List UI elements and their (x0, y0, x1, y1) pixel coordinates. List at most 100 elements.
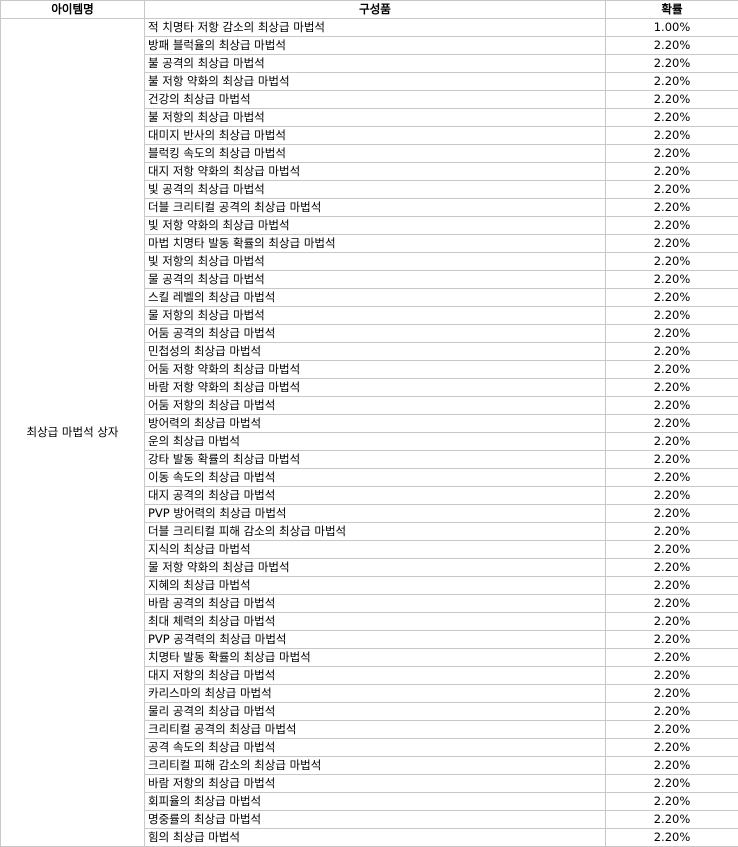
item-cell: 빛 저항의 최상급 마법석 (144, 252, 606, 271)
table-row: 더블 크리티컬 피해 감소의 최상급 마법석 2.20% (1, 522, 738, 541)
item-cell: 크리티컬 피해 감소의 최상급 마법석 (144, 756, 606, 775)
table-row: 지식의 최상급 마법석 2.20% (1, 540, 738, 559)
table-row: 이동 속도의 최상급 마법석 2.20% (1, 468, 738, 487)
table-row: 민첩성의 최상급 마법석 2.20% (1, 342, 738, 361)
probability-cell: 2.20% (605, 108, 738, 127)
table-row: PVP 공격력의 최상급 마법석 2.20% (1, 630, 738, 649)
probability-cell: 2.20% (605, 126, 738, 145)
item-cell: 방패 블럭율의 최상급 마법석 (144, 36, 606, 55)
table-row: 크리티컬 피해 감소의 최상급 마법석 2.20% (1, 756, 738, 775)
item-cell: 지혜의 최상급 마법석 (144, 576, 606, 595)
item-cell: 카리스마의 최상급 마법석 (144, 684, 606, 703)
probability-cell: 2.20% (605, 288, 738, 307)
item-cell: 불 공격의 최상급 마법석 (144, 54, 606, 73)
probability-cell: 2.20% (605, 414, 738, 433)
probability-cell: 2.20% (605, 468, 738, 487)
item-cell: 크리티컬 공격의 최상급 마법석 (144, 720, 606, 739)
item-cell: PVP 공격력의 최상급 마법석 (144, 630, 606, 649)
probability-cell: 2.20% (605, 180, 738, 199)
item-cell: 적 치명타 저항 감소의 최상급 마법석 (144, 18, 606, 37)
table-row: 대지 저항의 최상급 마법석 2.20% (1, 666, 738, 685)
probability-cell: 2.20% (605, 504, 738, 523)
probability-cell: 2.20% (605, 594, 738, 613)
item-cell: 대지 공격의 최상급 마법석 (144, 486, 606, 505)
probability-cell: 2.20% (605, 36, 738, 55)
probability-cell: 2.20% (605, 144, 738, 163)
probability-cell: 2.20% (605, 792, 738, 811)
item-cell: 치명타 발동 확률의 최상급 마법석 (144, 648, 606, 667)
item-cell: 바람 저항 약화의 최상급 마법석 (144, 378, 606, 397)
item-cell: 물리 공격의 최상급 마법석 (144, 702, 606, 721)
probability-cell: 2.20% (605, 234, 738, 253)
item-cell: 어둠 공격의 최상급 마법석 (144, 324, 606, 343)
probability-cell: 2.20% (605, 450, 738, 469)
table-row: 크리티컬 공격의 최상급 마법석 2.20% (1, 720, 738, 739)
table-row: 블럭킹 속도의 최상급 마법석 2.20% (1, 144, 738, 163)
table-row: 빛 공격의 최상급 마법석 2.20% (1, 180, 738, 199)
probability-cell: 2.20% (605, 90, 738, 109)
probability-cell: 2.20% (605, 558, 738, 577)
probability-cell: 2.20% (605, 252, 738, 271)
item-cell: 불 저항의 최상급 마법석 (144, 108, 606, 127)
probability-cell: 2.20% (605, 810, 738, 829)
probability-cell: 2.20% (605, 738, 738, 757)
probability-cell: 1.00% (605, 18, 738, 37)
header-probability: 확률 (605, 0, 738, 19)
item-cell: 블럭킹 속도의 최상급 마법석 (144, 144, 606, 163)
probability-cell: 2.20% (605, 576, 738, 595)
probability-cell: 2.20% (605, 432, 738, 451)
probability-cell: 2.20% (605, 162, 738, 181)
probability-cell: 2.20% (605, 270, 738, 289)
item-cell: 물 저항 약화의 최상급 마법석 (144, 558, 606, 577)
item-cell: 회피율의 최상급 마법석 (144, 792, 606, 811)
item-cell: 지식의 최상급 마법석 (144, 540, 606, 559)
item-cell: 힘의 최상급 마법석 (144, 828, 606, 847)
item-cell: PVP 방어력의 최상급 마법석 (144, 504, 606, 523)
table-row: 물 공격의 최상급 마법석 2.20% (1, 270, 738, 289)
item-cell: 이동 속도의 최상급 마법석 (144, 468, 606, 487)
item-cell: 불 저항 약화의 최상급 마법석 (144, 72, 606, 91)
probability-cell: 2.20% (605, 216, 738, 235)
item-cell: 마법 치명타 발동 확률의 최상급 마법석 (144, 234, 606, 253)
probability-cell: 2.20% (605, 612, 738, 631)
probability-cell: 2.20% (605, 360, 738, 379)
item-cell: 빛 저항 약화의 최상급 마법석 (144, 216, 606, 235)
item-cell: 물 공격의 최상급 마법석 (144, 270, 606, 289)
item-cell: 어둠 저항 약화의 최상급 마법석 (144, 360, 606, 379)
header-composition: 구성품 (144, 0, 606, 19)
probability-cell: 2.20% (605, 648, 738, 667)
probability-cell: 2.20% (605, 342, 738, 361)
table-body: 최상급 마법석 상자 적 치명타 저항 감소의 최상급 마법석 1.00% 방패 블럭… (0, 18, 738, 847)
probability-cell: 2.20% (605, 396, 738, 415)
table-row: 바람 저항 약화의 최상급 마법석 2.20% (1, 378, 738, 397)
probability-cell: 2.20% (605, 324, 738, 343)
probability-cell: 2.20% (605, 72, 738, 91)
table-row: 더블 크리티컬 공격의 최상급 마법석 2.20% (1, 198, 738, 217)
box-name-cell: 최상급 마법석 상자 (0, 18, 145, 847)
header-item-name: 아이템명 (0, 0, 145, 19)
probability-cell: 2.20% (605, 540, 738, 559)
table-row: 물 저항 약화의 최상급 마법석 2.20% (1, 558, 738, 577)
table-row: 어둠 공격의 최상급 마법석 2.20% (1, 324, 738, 343)
table-row: 카리스마의 최상급 마법석 2.20% (1, 684, 738, 703)
probability-cell: 2.20% (605, 198, 738, 217)
probability-cell: 2.20% (605, 522, 738, 541)
item-cell: 공격 속도의 최상급 마법석 (144, 738, 606, 757)
table-row: 힘의 최상급 마법석 2.20% (1, 828, 738, 847)
item-cell: 최대 체력의 최상급 마법석 (144, 612, 606, 631)
probability-cell: 2.20% (605, 774, 738, 793)
item-cell: 바람 공격의 최상급 마법석 (144, 594, 606, 613)
probability-cell: 2.20% (605, 756, 738, 775)
table-row: 빛 저항의 최상급 마법석 2.20% (1, 252, 738, 271)
probability-cell: 2.20% (605, 378, 738, 397)
probability-cell: 2.20% (605, 720, 738, 739)
item-cell: 스킬 레벨의 최상급 마법석 (144, 288, 606, 307)
probability-cell: 2.20% (605, 54, 738, 73)
table-row: 명중률의 최상급 마법석 2.20% (1, 810, 738, 829)
probability-cell: 2.20% (605, 828, 738, 847)
item-cell: 물 저항의 최상급 마법석 (144, 306, 606, 325)
probability-cell: 2.20% (605, 684, 738, 703)
item-cell: 더블 크리티컬 공격의 최상급 마법석 (144, 198, 606, 217)
item-cell: 민첩성의 최상급 마법석 (144, 342, 606, 361)
